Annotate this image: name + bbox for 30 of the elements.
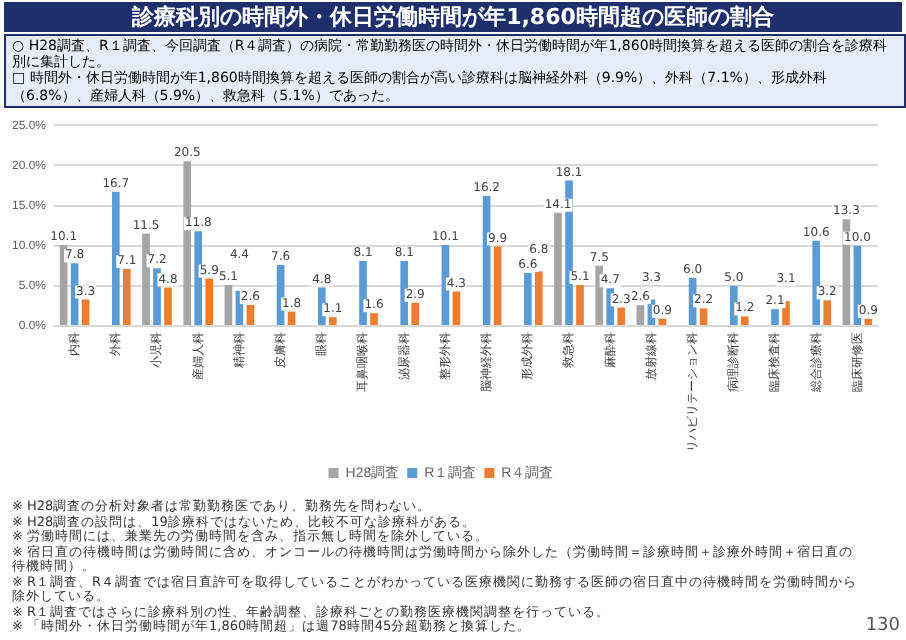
bar — [493, 246, 502, 325]
bar — [812, 240, 821, 325]
bar — [81, 299, 90, 325]
bar — [246, 305, 255, 325]
bar — [111, 191, 120, 325]
bar — [595, 265, 604, 325]
bar — [205, 278, 214, 325]
bar — [771, 309, 779, 325]
chart-title: 診療科別の時間外・休日労働時間が年1,860時間超の医師の割合 — [4, 2, 902, 32]
bar — [359, 260, 367, 325]
bar — [122, 268, 131, 325]
bar — [194, 231, 203, 325]
bar — [164, 287, 172, 325]
bar — [523, 272, 532, 325]
bar — [452, 291, 461, 325]
text: 130 — [865, 616, 900, 636]
bar — [400, 260, 409, 325]
bar — [740, 316, 749, 325]
bar — [224, 285, 233, 325]
bar — [576, 285, 584, 325]
bar — [699, 308, 708, 325]
bar — [142, 233, 150, 325]
bar — [411, 302, 420, 325]
bar — [823, 300, 832, 325]
bar — [636, 305, 645, 325]
bar — [617, 307, 626, 325]
bar — [370, 313, 378, 325]
bar — [328, 317, 337, 325]
bar — [534, 271, 543, 325]
bar — [554, 212, 562, 325]
